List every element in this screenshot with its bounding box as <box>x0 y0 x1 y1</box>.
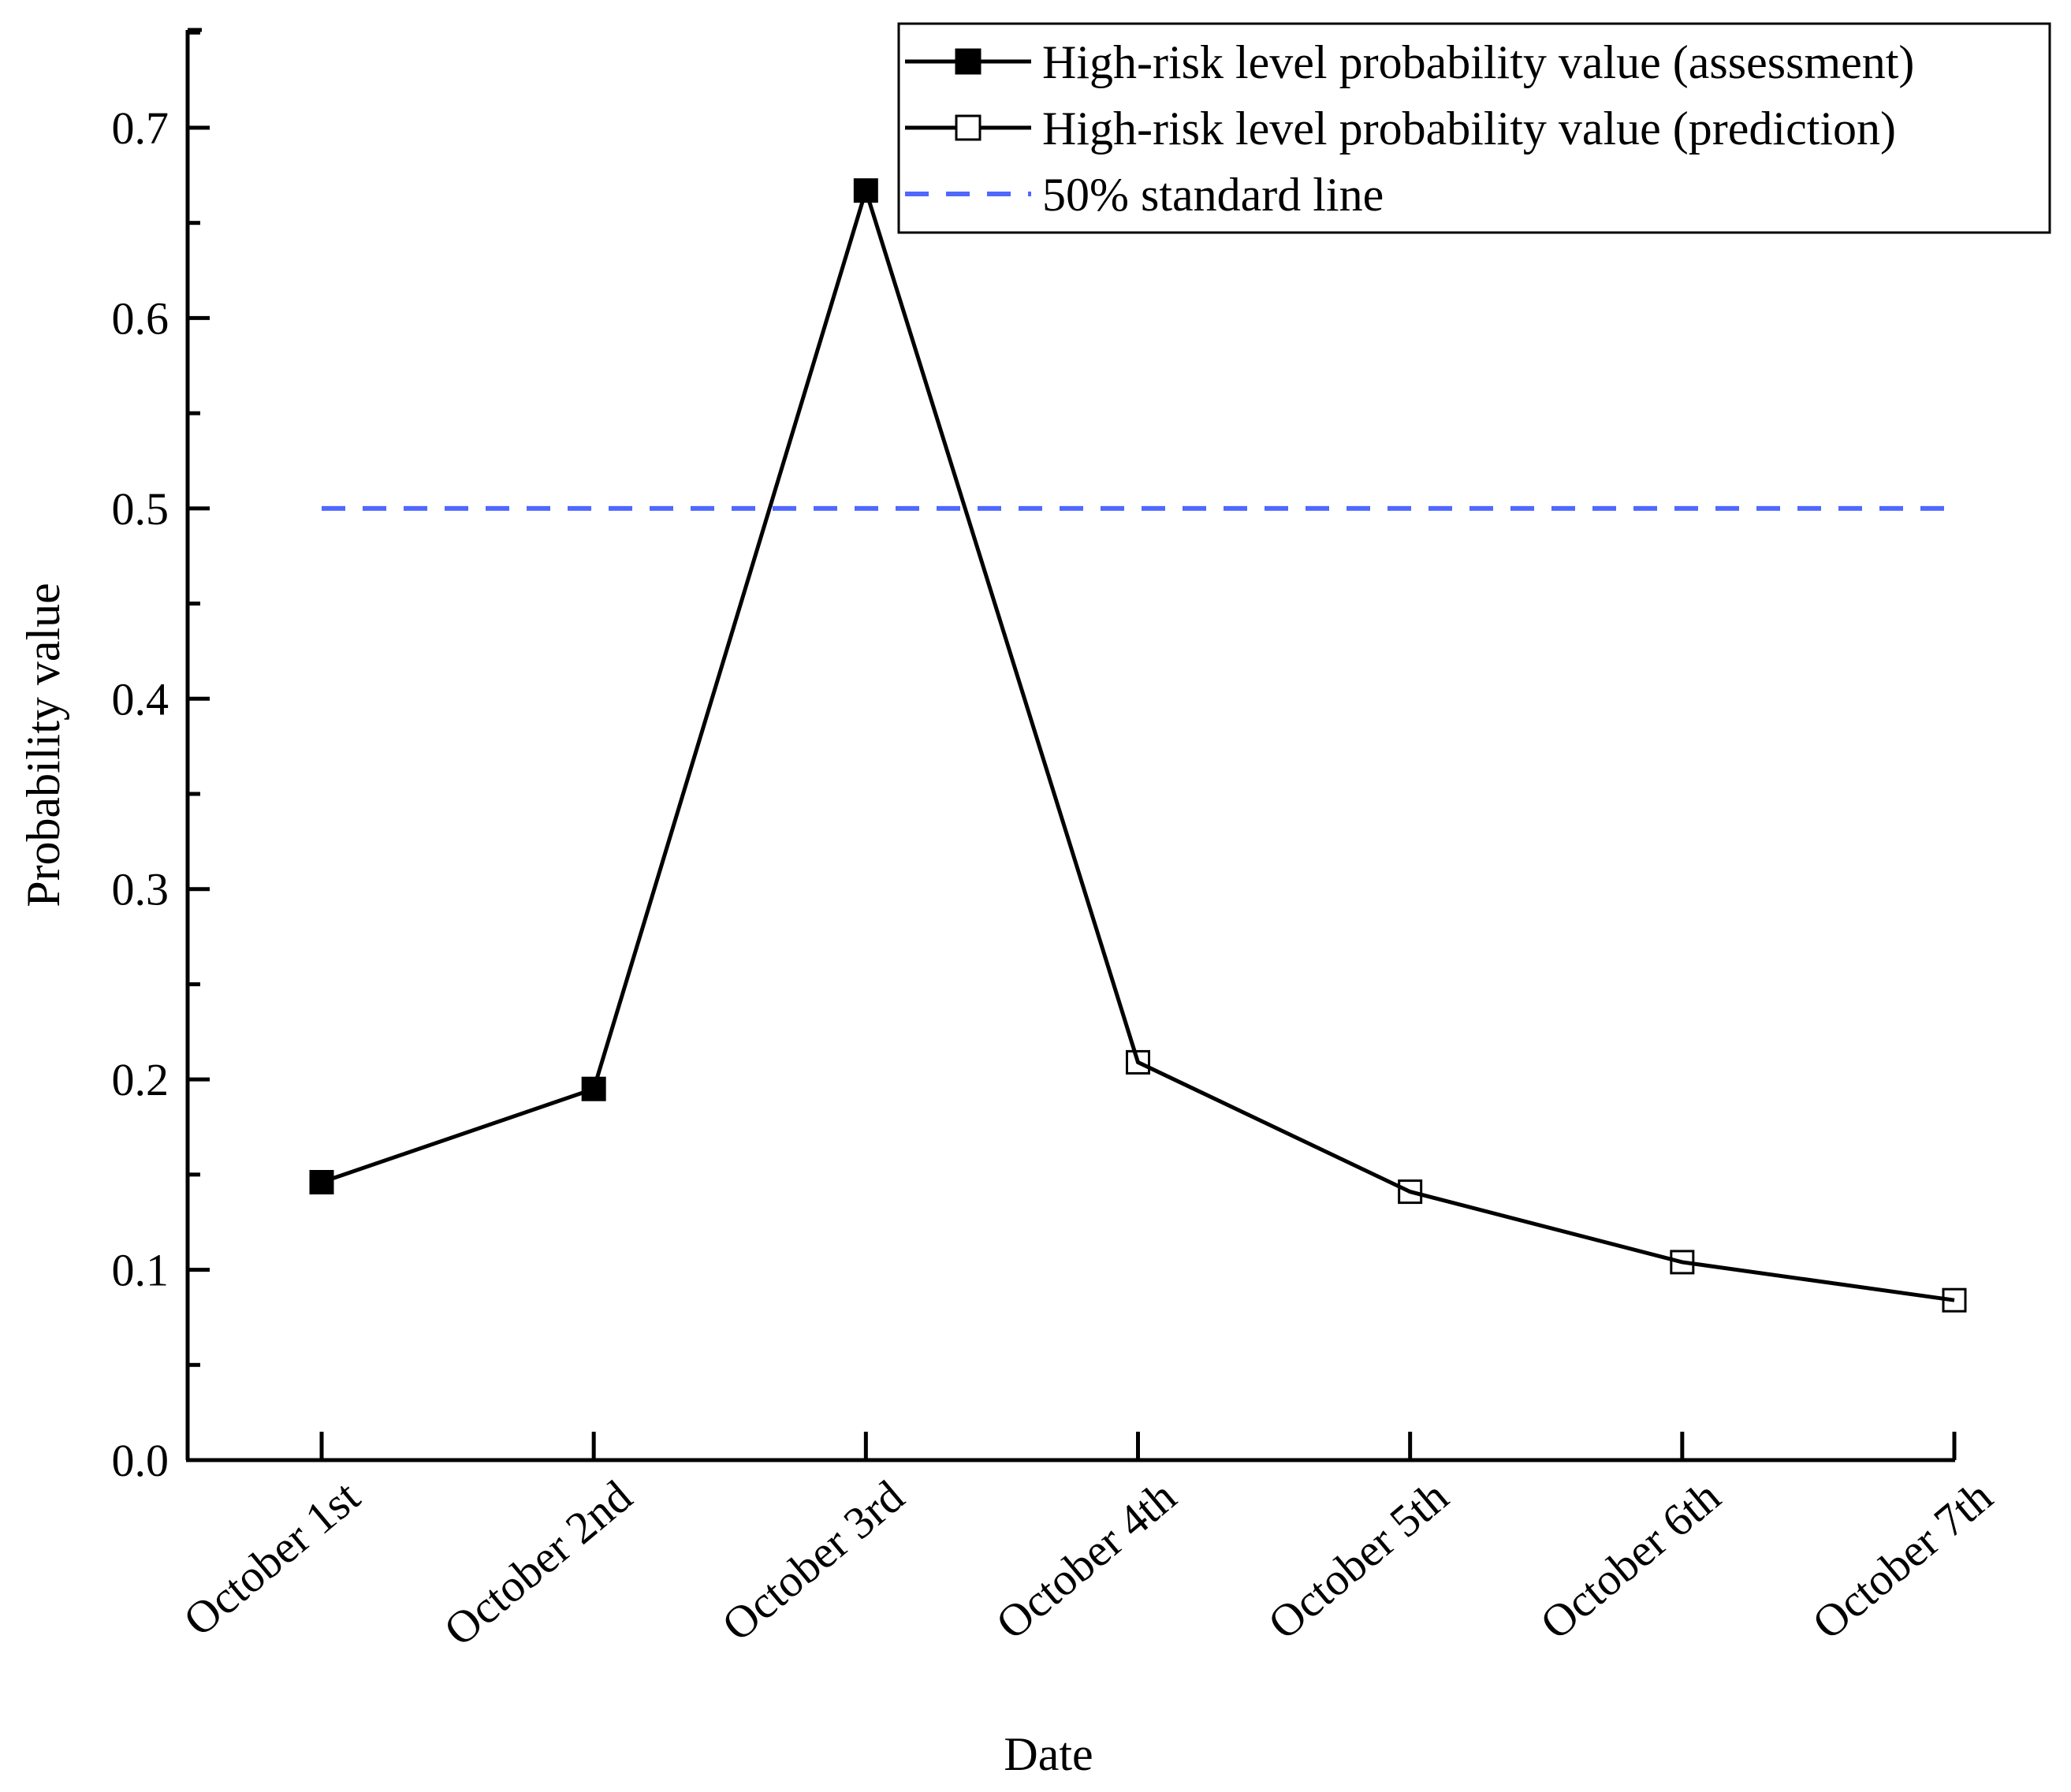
x-tick-label: October 4th <box>986 1470 1186 1649</box>
assessment-point <box>309 1170 334 1195</box>
y-tick-label: 0.3 <box>112 864 169 915</box>
y-tick-label: 0.7 <box>112 102 169 154</box>
series-markers <box>309 178 1967 1313</box>
y-tick-label: 0.4 <box>112 673 169 725</box>
y-tick-label: 0.0 <box>112 1435 169 1486</box>
x-tick-label: October 6th <box>1530 1470 1730 1649</box>
x-tick-label: October 5th <box>1258 1470 1458 1649</box>
y-tick-label: 0.5 <box>112 483 169 535</box>
axes <box>185 28 1955 1462</box>
x-tick-label: October 7th <box>1803 1470 2002 1649</box>
x-tick-label: October 1st <box>174 1470 370 1646</box>
y-tick-label: 0.2 <box>112 1054 169 1105</box>
y-tick-label: 0.1 <box>112 1245 169 1296</box>
data-series <box>309 178 1967 1313</box>
y-axis-ticks: 0.0 0.1 0.2 0.3 0.4 0.5 0.6 0.7 <box>112 30 210 1486</box>
prediction-line <box>863 189 1955 1302</box>
legend-prediction-marker <box>955 114 981 141</box>
x-axis-ticks: October 1st October 2nd October 3rd October… <box>174 1432 2002 1656</box>
legend-assessment-label: High-risk level probability value (asses… <box>1042 36 1914 88</box>
x-tick-label: October 2nd <box>434 1470 642 1656</box>
assessment-line <box>321 189 868 1184</box>
legend-box <box>897 22 2051 234</box>
y-axis-title: Probability value <box>17 583 69 907</box>
legend-assessment-marker <box>955 48 981 75</box>
legend-standard-label: 50% standard line <box>1042 169 1384 221</box>
x-axis-title: Date <box>1004 1728 1093 1780</box>
legend-prediction-label: High-risk level probability value (predi… <box>1042 102 1896 155</box>
y-tick-label: 0.6 <box>112 292 169 344</box>
x-tick-label: October 3rd <box>712 1470 913 1651</box>
legend: High-risk level probability value (asses… <box>897 22 2051 234</box>
